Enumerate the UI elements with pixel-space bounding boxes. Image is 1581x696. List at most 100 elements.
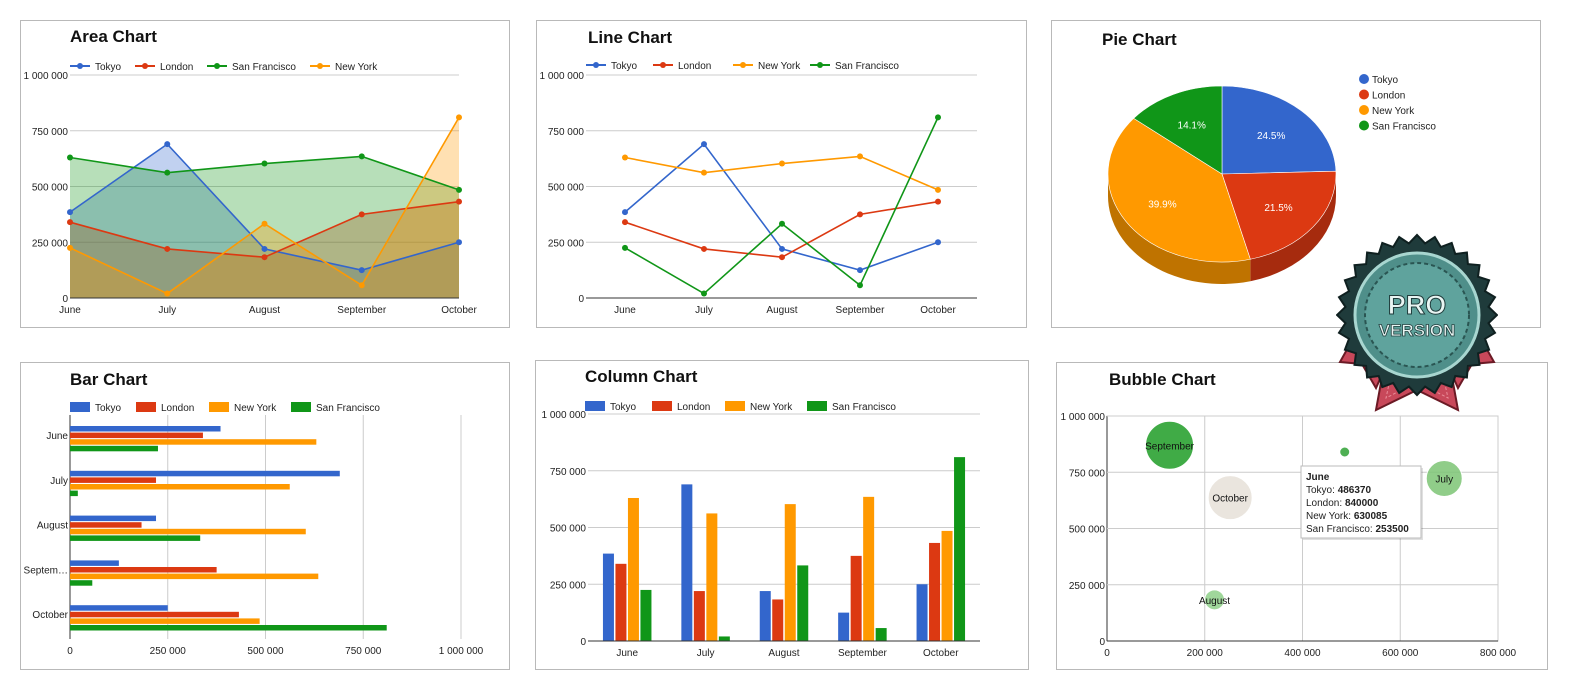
legend-swatch [136,402,156,412]
data-point [701,290,707,297]
column [718,636,730,641]
x-tick-label: September [337,305,387,316]
bubble [1207,475,1253,521]
legend-label: Tokyo [95,62,122,73]
badge-line1: PRO [1388,290,1447,320]
bar [70,618,260,624]
bar [70,567,217,573]
bubble [1339,446,1351,458]
x-tick-label: June [616,648,638,659]
legend-marker [740,62,746,68]
legend-marker [142,63,148,69]
x-tick-label: October [920,305,956,316]
legend-swatch [291,402,311,412]
column [929,542,941,641]
data-point [358,267,365,274]
data-point [935,239,941,246]
column [797,565,809,641]
line-chart-panel: Line Chart 0 250 000 500 000 750 000 1 000 0… [536,20,1027,328]
data-point [261,160,268,167]
legend-marker [77,63,83,69]
tooltip-key: San Francisco: [1306,524,1375,535]
bubble-chart-panel: Bubble Chart 0 200 000 400 000 600 000 800 0… [1056,362,1548,670]
data-point [456,114,462,121]
data-point [701,169,707,176]
y-tick-label: 750 000 [1069,468,1106,479]
pie-slice-label: 21.5% [1264,203,1292,214]
tooltip-key: New York: [1306,511,1354,522]
bar [70,432,203,439]
bar [70,439,317,445]
data-point [622,154,628,161]
area-fill-tokyo [70,144,459,298]
bar-chart-panel: Bar Chart 0 250 000 500 000 750 000 1 000 00… [20,362,510,670]
x-tick-label: 400 000 [1284,648,1321,659]
bubble-label: October [1212,494,1248,505]
y-tick-label: 1 000 000 [24,71,69,82]
x-tick-label: August [768,648,799,659]
legend-label: London [1372,91,1405,102]
y-tick-label: 750 000 [548,127,585,138]
data-point [67,244,73,251]
tooltip-row: Tokyo: 486370 [1306,485,1371,496]
pie-chart-title: Pie Chart [1102,30,1177,49]
data-point [701,245,707,252]
legend-label: San Francisco [1372,122,1436,133]
tooltip-row: New York: 630085 [1306,511,1388,522]
y-tick-label: August [37,521,68,532]
legend-marker [817,62,823,68]
pie-slice-london [1221,170,1337,260]
x-tick-label: August [766,305,797,316]
bar [70,477,157,483]
pie-slice-label: 39.9% [1148,199,1176,210]
column [627,497,639,641]
tooltip-row: London: 840000 [1306,498,1379,509]
tooltip-title: June [1306,472,1330,483]
x-tick-label: 1 000 000 [439,646,484,657]
legend-swatch [1359,89,1369,100]
data-point [164,141,171,148]
bubble-label: July [1435,475,1453,486]
legend-label: Tokyo [611,61,638,72]
area-fill-london [70,201,459,298]
column [863,496,875,641]
bar [70,470,340,477]
x-tick-label: 0 [1104,648,1110,659]
x-tick-label: 600 000 [1382,648,1419,659]
bubble [1204,589,1226,611]
bar [70,605,168,611]
y-tick-label: 0 [62,294,68,305]
pie-slice-tokyo [1221,85,1337,175]
data-point [358,211,365,218]
data-point [779,160,785,167]
data-point [261,254,268,261]
y-tick-label: 250 000 [550,580,587,591]
y-tick-label: 1 000 000 [540,71,585,82]
legend-label: San Francisco [316,403,380,414]
bar [70,535,201,541]
bar [70,522,142,528]
data-point [164,290,171,297]
legend-swatch [209,402,229,412]
legend-marker [660,62,666,68]
legend-marker [214,63,220,69]
data-point [456,239,462,246]
column [693,591,705,641]
data-point [779,245,785,252]
x-tick-label: September [836,305,886,316]
y-tick-label: 500 000 [32,183,69,194]
y-tick-label: 500 000 [550,524,587,535]
y-tick-label: 0 [580,637,586,648]
column-chart: 0 250 000 500 000 750 000 1 000 000 June July A… [542,401,980,659]
tooltip-value: 630085 [1354,511,1388,522]
x-tick-label: 500 000 [247,646,284,657]
y-tick-label: June [46,431,68,442]
y-tick-label: October [32,610,68,621]
y-tick-label: 1 000 000 [1061,412,1106,423]
x-tick-label: 250 000 [150,646,187,657]
legend-marker [317,63,323,69]
x-tick-label: June [614,305,636,316]
x-tick-label: August [249,305,280,316]
tooltip-box [1300,465,1422,539]
legend-swatch [585,401,605,411]
